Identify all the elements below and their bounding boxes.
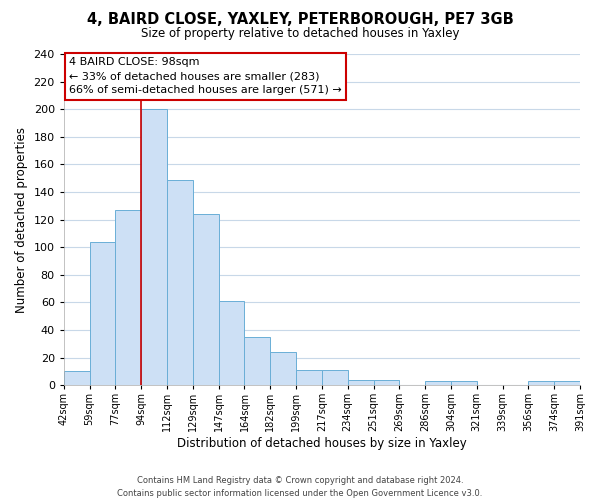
Bar <box>89 242 115 385</box>
Bar <box>64 372 89 385</box>
Bar <box>554 381 580 385</box>
Bar <box>270 352 296 385</box>
Bar <box>244 337 270 385</box>
Y-axis label: Number of detached properties: Number of detached properties <box>15 126 28 312</box>
Bar <box>322 370 348 385</box>
Bar <box>141 109 167 385</box>
Bar <box>296 370 322 385</box>
Text: Contains HM Land Registry data © Crown copyright and database right 2024.
Contai: Contains HM Land Registry data © Crown c… <box>118 476 482 498</box>
Bar <box>115 210 141 385</box>
X-axis label: Distribution of detached houses by size in Yaxley: Distribution of detached houses by size … <box>177 437 467 450</box>
Text: 4, BAIRD CLOSE, YAXLEY, PETERBOROUGH, PE7 3GB: 4, BAIRD CLOSE, YAXLEY, PETERBOROUGH, PE… <box>86 12 514 28</box>
Bar <box>167 180 193 385</box>
Bar <box>348 380 374 385</box>
Bar <box>218 301 244 385</box>
Bar <box>425 381 451 385</box>
Bar <box>451 381 477 385</box>
Bar <box>374 380 400 385</box>
Text: Size of property relative to detached houses in Yaxley: Size of property relative to detached ho… <box>141 28 459 40</box>
Text: 4 BAIRD CLOSE: 98sqm
← 33% of detached houses are smaller (283)
66% of semi-deta: 4 BAIRD CLOSE: 98sqm ← 33% of detached h… <box>69 58 342 96</box>
Bar <box>529 381 554 385</box>
Bar <box>193 214 218 385</box>
